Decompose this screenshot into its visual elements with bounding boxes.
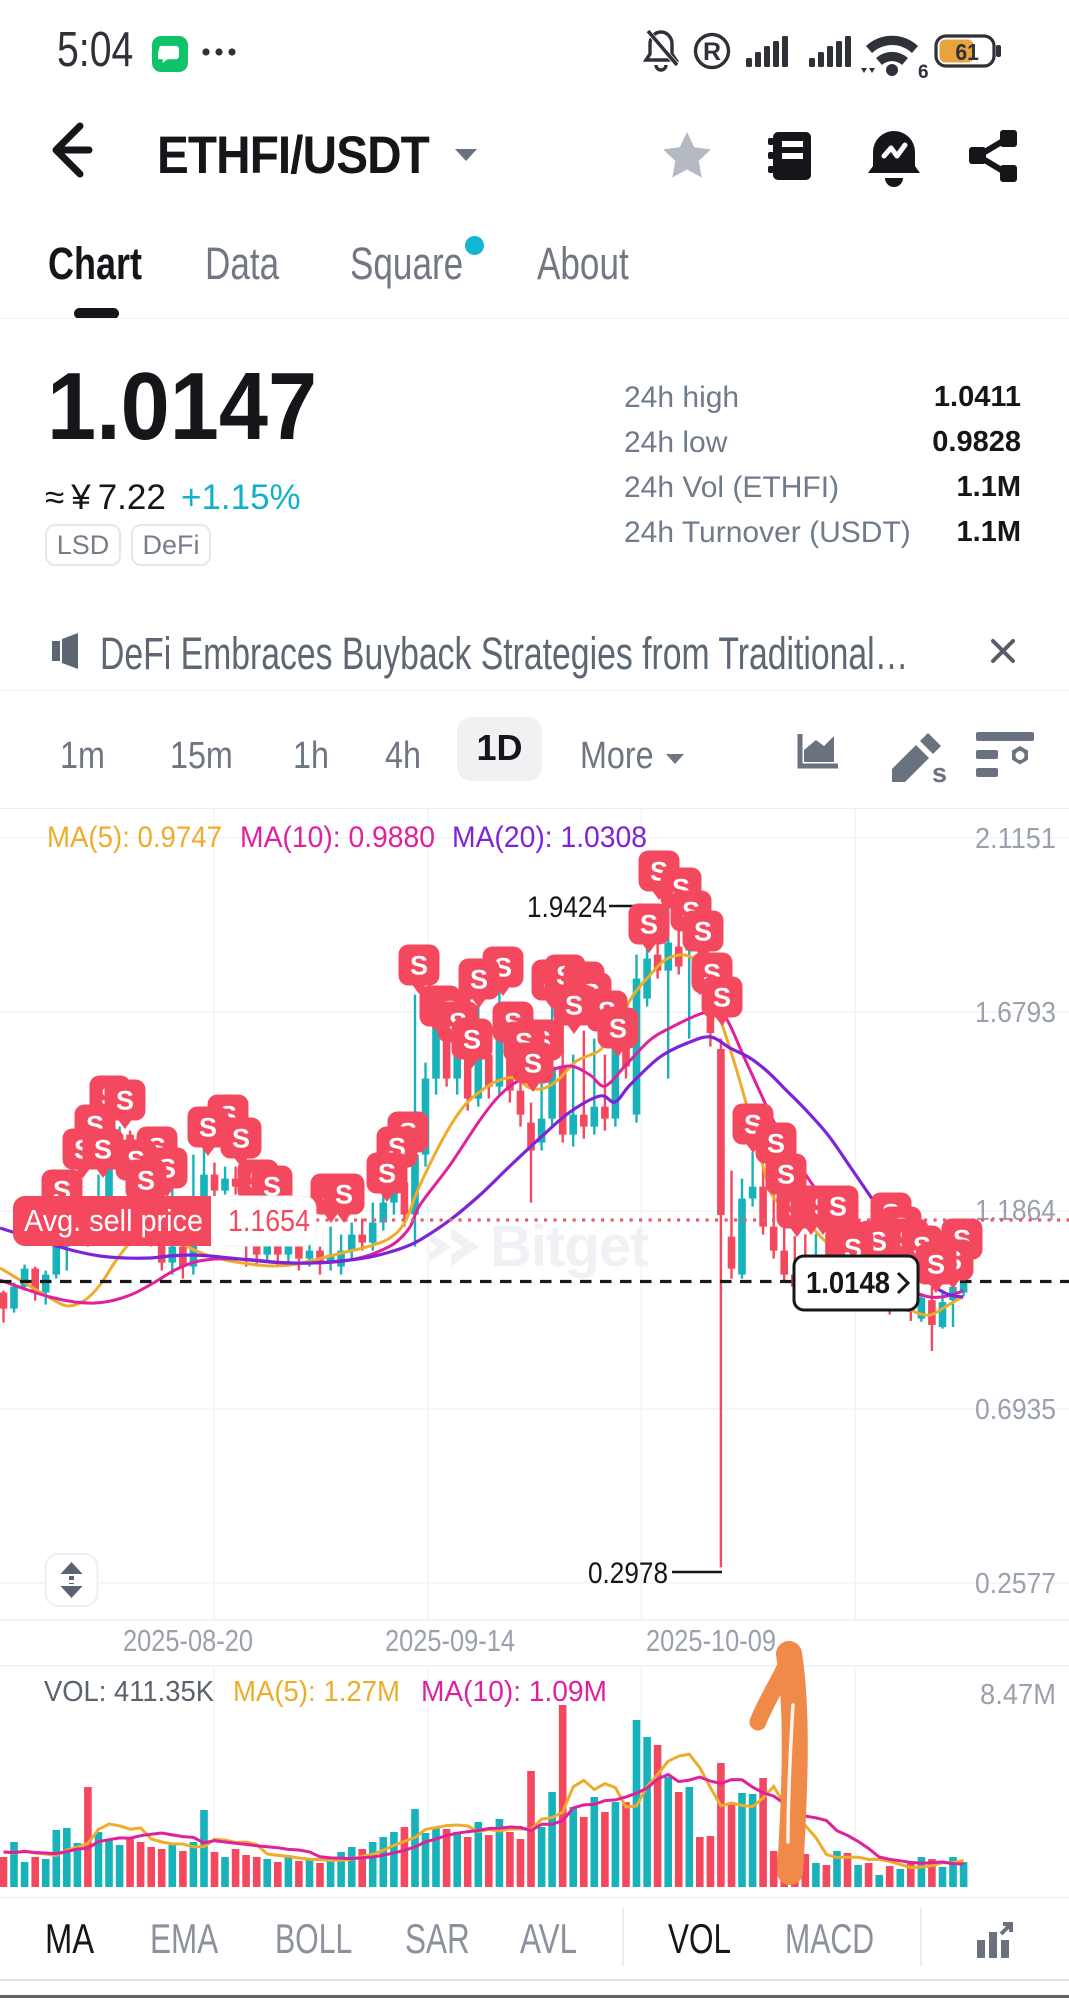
svg-text:S: S	[927, 1250, 945, 1280]
svg-text:S: S	[378, 1159, 396, 1189]
svg-text:S: S	[829, 1192, 847, 1222]
svg-text:S: S	[335, 1180, 353, 1210]
svg-text:MA(20): 1.0308: MA(20): 1.0308	[452, 821, 647, 854]
svg-text:S: S	[767, 1129, 785, 1159]
svg-text:R: R	[703, 38, 721, 66]
svg-text:S: S	[116, 1086, 134, 1116]
svg-text:S: S	[694, 917, 712, 947]
svg-text:S: S	[410, 951, 428, 981]
svg-text:61: 61	[955, 39, 979, 65]
svg-text:0.2978: 0.2978	[588, 1557, 668, 1590]
svg-text:8.47M: 8.47M	[980, 1679, 1056, 1711]
svg-text:S: S	[777, 1160, 795, 1190]
svg-text:1.1654: 1.1654	[228, 1203, 310, 1238]
svg-text:S: S	[137, 1166, 155, 1196]
svg-text:S: S	[524, 1049, 542, 1079]
svg-text:0.6935: 0.6935	[975, 1394, 1056, 1426]
svg-text:S: S	[609, 1014, 627, 1044]
svg-text:S: S	[565, 991, 583, 1021]
svg-text:S: S	[463, 1025, 481, 1055]
svg-text:Avg. sell price: Avg. sell price	[24, 1203, 203, 1238]
svg-text:VOL: 411.35K: VOL: 411.35K	[44, 1676, 215, 1708]
svg-text:S: S	[713, 983, 731, 1013]
svg-text:MA(10): 1.09M: MA(10): 1.09M	[421, 1676, 607, 1708]
svg-text:2025-08-20: 2025-08-20	[123, 1623, 253, 1658]
svg-text:MA(5): 1.27M: MA(5): 1.27M	[233, 1676, 400, 1708]
svg-text:2.1151: 2.1151	[975, 823, 1056, 855]
svg-text:Bitget: Bitget	[490, 1214, 649, 1279]
svg-text:s: s	[932, 758, 947, 786]
svg-text:S: S	[94, 1135, 112, 1165]
svg-text:1.9424: 1.9424	[527, 891, 607, 924]
svg-text:0.2577: 0.2577	[975, 1568, 1056, 1600]
svg-text:S: S	[263, 1172, 281, 1202]
svg-text:S: S	[232, 1124, 250, 1154]
svg-text:1.1864: 1.1864	[975, 1195, 1056, 1227]
svg-text:2025-10-09: 2025-10-09	[646, 1623, 776, 1658]
svg-text:6: 6	[918, 62, 929, 83]
svg-text:1.0148: 1.0148	[806, 1265, 890, 1300]
svg-text:MA(10): 0.9880: MA(10): 0.9880	[240, 821, 435, 854]
svg-text:1.6793: 1.6793	[975, 997, 1056, 1029]
svg-text:2025-09-14: 2025-09-14	[385, 1623, 515, 1658]
svg-text:MA(5): 0.9747: MA(5): 0.9747	[47, 821, 222, 854]
svg-text:S: S	[199, 1113, 217, 1143]
svg-text:S: S	[640, 910, 658, 940]
svg-text:S: S	[470, 965, 488, 995]
